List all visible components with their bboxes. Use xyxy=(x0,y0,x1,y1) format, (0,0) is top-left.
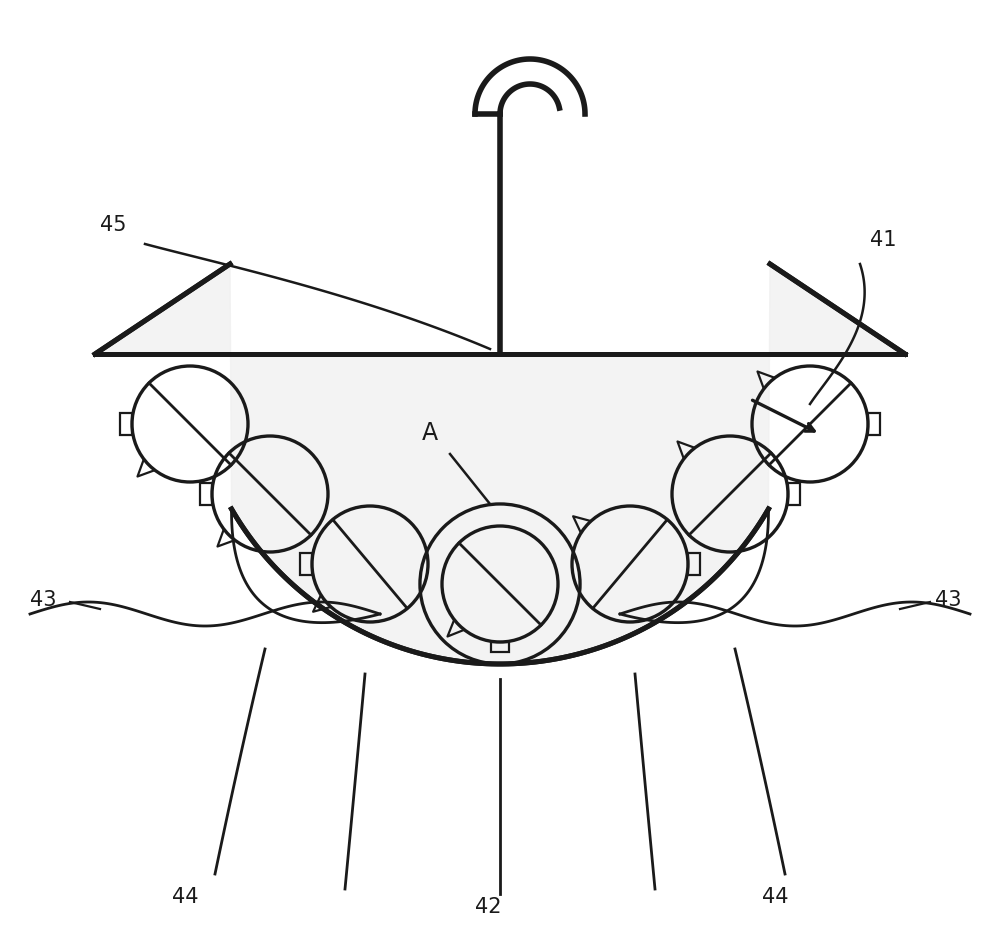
Polygon shape xyxy=(95,264,905,665)
Text: 43: 43 xyxy=(935,589,962,610)
Bar xyxy=(688,553,700,576)
Bar xyxy=(868,413,880,435)
Bar xyxy=(120,413,132,435)
Bar xyxy=(200,483,212,505)
Text: 43: 43 xyxy=(30,589,57,610)
Text: A: A xyxy=(422,421,438,445)
Text: 45: 45 xyxy=(100,215,127,235)
Text: 44: 44 xyxy=(172,886,198,906)
Bar xyxy=(788,483,800,505)
Text: 41: 41 xyxy=(870,229,896,250)
Text: 42: 42 xyxy=(475,896,501,916)
Text: 44: 44 xyxy=(762,886,788,906)
Bar xyxy=(491,642,509,652)
Bar xyxy=(300,553,312,576)
